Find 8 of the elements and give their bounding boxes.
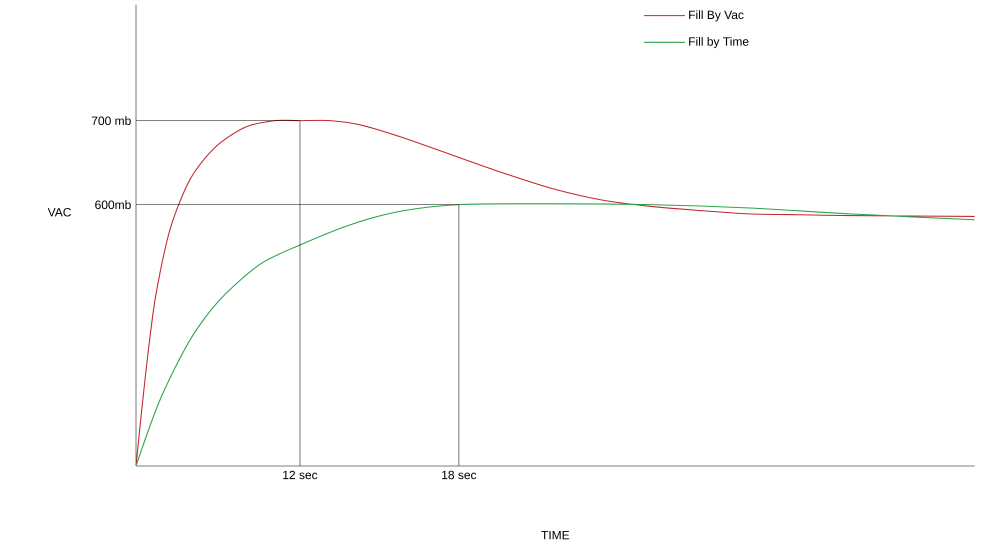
legend-label: Fill By Vac <box>689 10 744 22</box>
y-tick-label: 600mb <box>95 200 131 210</box>
y-tick-label: 700 mb <box>92 116 131 126</box>
x-axis-title: TIME <box>541 531 570 540</box>
y-axis-title: VAC <box>48 208 72 217</box>
legend-label: Fill by Time <box>689 36 749 48</box>
x-tick-label: 12 sec <box>283 470 318 480</box>
x-tick-label: 18 sec <box>442 470 476 480</box>
